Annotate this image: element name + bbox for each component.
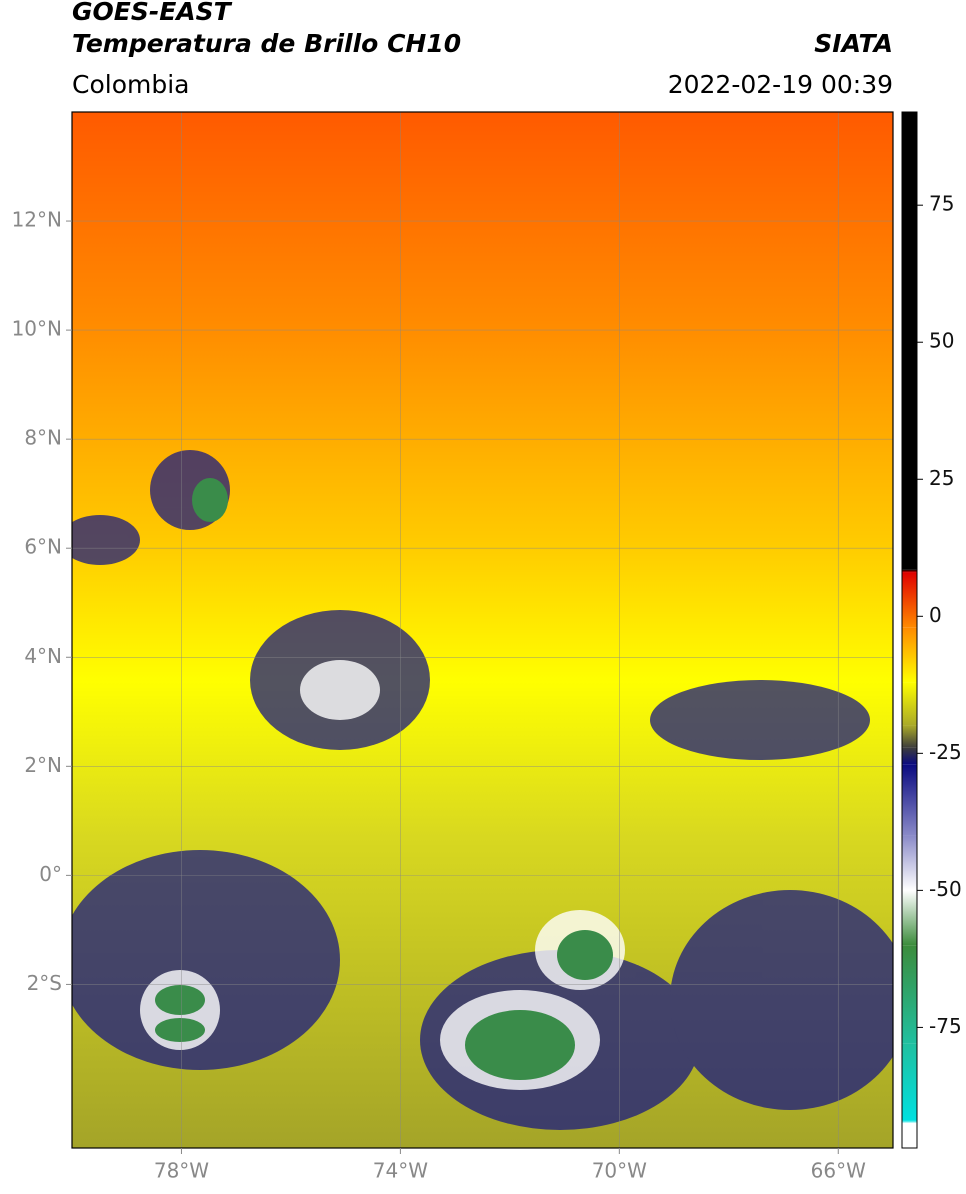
source: SIATA xyxy=(814,29,893,58)
colorbar xyxy=(902,112,917,1148)
colorbar-segment xyxy=(902,572,917,628)
colorbar-segment xyxy=(902,890,917,946)
colorbar-segment xyxy=(902,627,917,683)
colorbar-segment xyxy=(902,1043,917,1121)
map-frame xyxy=(71,111,894,1149)
coldest-tops xyxy=(155,478,613,1080)
colorbar-segment xyxy=(902,569,917,573)
colorbar-tick-label: -75 xyxy=(929,1014,962,1038)
colorbar-segment xyxy=(902,112,917,570)
y-tick-label: 2°S xyxy=(27,971,62,995)
region: Colombia xyxy=(72,70,189,99)
colorbar-segment xyxy=(902,1120,917,1124)
cloud-regions xyxy=(72,450,893,1130)
colorbar-tick-label: -50 xyxy=(929,877,962,901)
y-tick-label: 2°N xyxy=(24,753,62,777)
y-tick-label: 8°N xyxy=(24,426,62,450)
x-tick-label: 66°W xyxy=(811,1159,866,1183)
y-tick-label: 6°N xyxy=(24,535,62,559)
y-tick-label: 0° xyxy=(39,862,62,886)
grid xyxy=(72,112,893,1148)
colorbar-tick-label: -25 xyxy=(929,740,962,764)
x-tick-label: 70°W xyxy=(592,1159,647,1183)
y-tick-label: 4°N xyxy=(24,644,62,668)
colorbar-tick-label: 25 xyxy=(929,466,954,490)
colorbar-frame xyxy=(901,111,918,1149)
colorbar-tick-label: 75 xyxy=(929,192,954,216)
colorbar-segment xyxy=(902,835,917,891)
colorbar-segment xyxy=(902,945,917,1044)
map-image xyxy=(72,112,893,1148)
colorbar-segment xyxy=(902,747,917,765)
datetime: 2022-02-19 00:39 xyxy=(668,70,893,99)
x-tick-label: 78°W xyxy=(154,1159,209,1183)
colorbar-segment xyxy=(902,725,917,748)
x-tick-label: 74°W xyxy=(373,1159,428,1183)
colorbar-segment xyxy=(902,764,917,836)
colorbar-tick-label: 0 xyxy=(929,603,942,627)
y-tick-label: 10°N xyxy=(12,317,62,341)
colorbar-segment xyxy=(902,682,917,726)
colorbar-tick-label: 50 xyxy=(929,329,954,353)
colorbar-segment xyxy=(902,1123,917,1148)
y-tick-label: 12°N xyxy=(12,208,62,232)
title-line2: Temperatura de Brillo CH10 xyxy=(72,29,461,58)
title-line1: GOES-EAST xyxy=(72,0,233,26)
